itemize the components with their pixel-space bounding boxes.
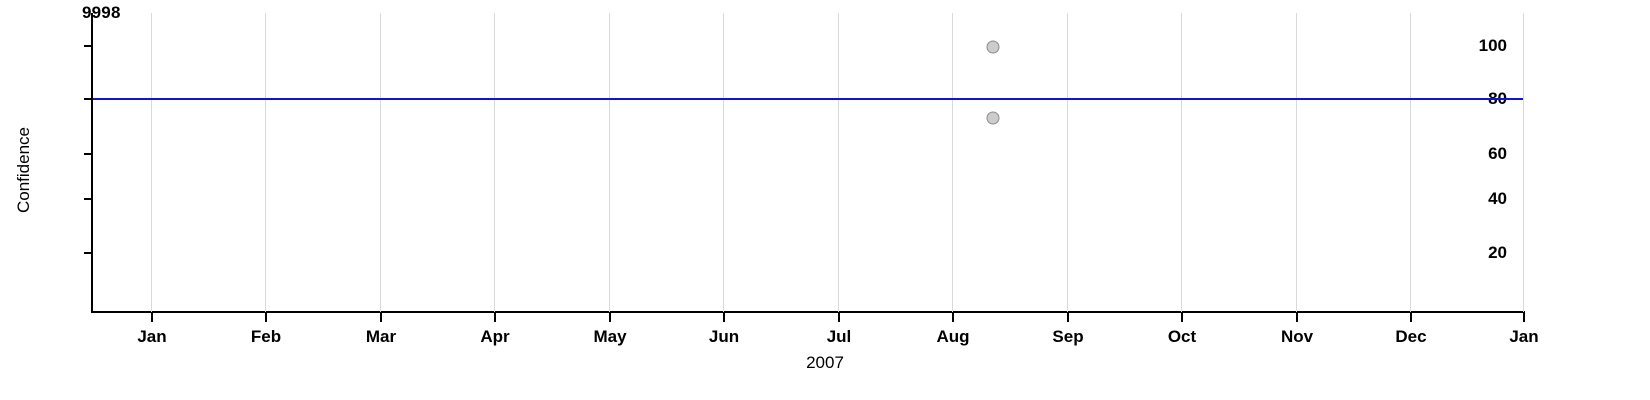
x-tick-jan-end: [1523, 312, 1525, 322]
x-tick-label-may: May: [593, 327, 627, 346]
x-tick-label-jun: Jun: [708, 327, 740, 346]
x-tick-label-aug: Aug: [936, 327, 970, 346]
threshold-line: [93, 98, 1523, 100]
x-tick-dec: [1410, 312, 1412, 322]
gridline-nov: [1296, 13, 1297, 312]
gridline-apr: [494, 13, 495, 312]
gridline-jan: [151, 13, 152, 312]
x-tick-mar: [380, 312, 382, 322]
y-tick-80: [84, 98, 93, 100]
x-tick-apr: [494, 312, 496, 322]
y-tick-60: [84, 153, 93, 155]
gridline-may: [609, 13, 610, 312]
x-tick-nov: [1296, 312, 1298, 322]
gridline-oct: [1181, 13, 1182, 312]
y-tick-label-20: 20: [1488, 243, 1507, 262]
gridline-jun: [723, 13, 724, 312]
x-tick-oct: [1181, 312, 1183, 322]
gridline-jan-end: [1523, 13, 1524, 312]
plot-area: 100 80 60 40 20 Jan Feb Mar Apr May Jun …: [84, 13, 1539, 346]
y-tick-20: [84, 252, 93, 254]
y-tick-40: [84, 198, 93, 200]
x-tick-label-dec: Dec: [1395, 327, 1427, 346]
x-tick-may: [609, 312, 611, 322]
x-tick-aug: [952, 312, 954, 322]
y-tick-label-40: 40: [1488, 189, 1507, 208]
gridline-mar: [380, 13, 381, 312]
x-tick-label-nov: Nov: [1280, 327, 1314, 346]
y-axis-title: Confidence: [14, 127, 33, 214]
x-tick-label-oct: Oct: [1167, 327, 1197, 346]
data-point-aug-lower[interactable]: [986, 111, 1000, 125]
y-tick-100: [84, 45, 93, 47]
x-tick-jan: [151, 312, 153, 322]
x-tick-label-feb: Feb: [250, 327, 282, 346]
x-tick-label-jan-end: Jan: [1509, 327, 1539, 346]
x-tick-sep: [1067, 312, 1069, 322]
x-tick-jul: [838, 312, 840, 322]
gridline-dec: [1410, 13, 1411, 312]
gridline-sep: [1067, 13, 1068, 312]
x-tick-label-jan: Jan: [137, 327, 167, 346]
y-tick-label-60: 60: [1488, 144, 1507, 163]
data-point-aug-upper[interactable]: [986, 40, 1000, 54]
y-axis-line: [91, 13, 93, 313]
x-tick-label-sep: Sep: [1052, 327, 1084, 346]
x-tick-feb: [265, 312, 267, 322]
x-axis-title: 2007: [806, 353, 844, 372]
x-tick-label-jul: Jul: [826, 327, 852, 346]
x-axis-line: [91, 311, 1525, 313]
gridline-aug: [952, 13, 953, 312]
x-tick-jun: [723, 312, 725, 322]
y-tick-label-100: 100: [1478, 36, 1507, 55]
x-tick-label-mar: Mar: [365, 327, 397, 346]
gridline-jul: [838, 13, 839, 312]
gridline-feb: [265, 13, 266, 312]
x-tick-label-apr: Apr: [480, 327, 510, 346]
